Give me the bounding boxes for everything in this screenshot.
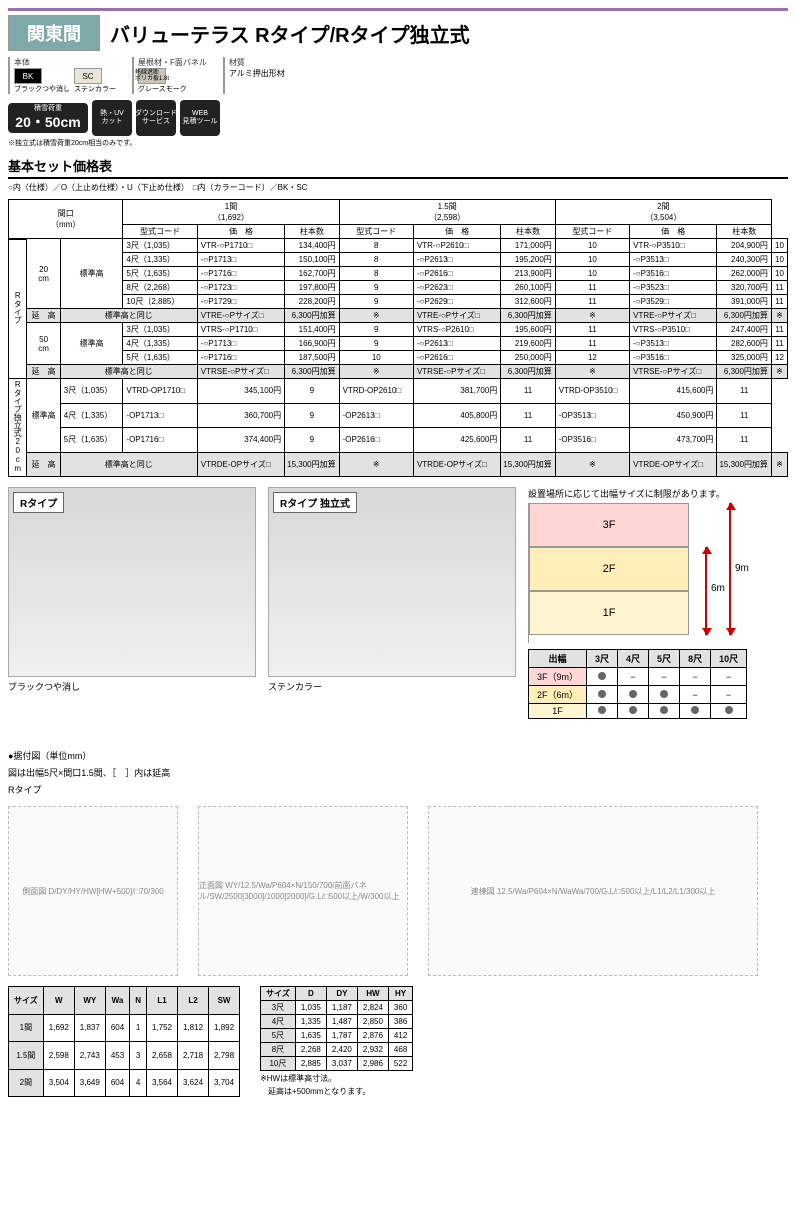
icon-bar: 積雪荷重 20・50cm 熱・UV カット ダウンロード サービス WEB 見積… — [8, 100, 788, 136]
material-value: アルミ押出形材 — [229, 68, 285, 79]
web-tool-icon: WEB 見積ツール — [180, 100, 220, 136]
spec-bar: 本体 BKブラックつや消し SCステンカラー 屋根材・F面パネル 熱線遮断 ポリ… — [8, 57, 788, 94]
photo2-caption: ステンカラー — [268, 680, 516, 693]
photo-rtype: Rタイプ — [8, 487, 256, 677]
material-label: 材質 — [229, 57, 285, 68]
uv-icon: 熱・UV カット — [92, 100, 132, 136]
dim-9m-icon — [729, 503, 731, 635]
floor-diagram: 3F 2F 1F 9m 6m — [528, 503, 788, 643]
hw-note2: 延高は+500mmとなります。 — [260, 1086, 413, 1097]
download-icon: ダウンロード サービス — [136, 100, 176, 136]
product-title: バリューテラス Rタイプ/Rタイプ独立式 — [110, 19, 470, 48]
price-subtitle: ○内（仕様）／O（上止め仕様）・U（下止め仕様） □内（カラーコード）／BK・S… — [8, 182, 788, 193]
size-table-a: サイズWWYWaNL1L2SW1間1,6921,83760411,7521,81… — [8, 986, 240, 1097]
dims-title: ●据付図（単位mm） — [8, 749, 788, 762]
swatch-bk: BK — [14, 68, 42, 84]
header: 関東間 バリューテラス Rタイプ/Rタイプ独立式 — [8, 15, 788, 51]
swatch-gs: 熱線遮断 ポリカ板1.8t — [138, 68, 166, 84]
price-title: 基本セット価格表 — [8, 156, 788, 179]
dim-6m-icon — [705, 547, 707, 635]
dims-sublabel: Rタイプ — [8, 783, 788, 796]
body-label: 本体 — [14, 57, 116, 68]
size-table-b: サイズDDYHWHY3尺1,0351,1872,8243604尺1,3351,4… — [260, 986, 413, 1071]
dims-note: 図は出幅5尺×間口1.5間、［ ］内は延高 — [8, 766, 788, 779]
panel-label: 屋根材・F面パネル — [138, 57, 207, 68]
region-badge: 関東間 — [8, 15, 100, 51]
swatch-sc: SC — [74, 68, 102, 84]
dimension-drawing-side: 側面図 D/DY/HY/HW[HW+500]/□70/300 — [8, 806, 178, 976]
restriction-title: 設置場所に応じて出幅サイズに制限があります。 — [528, 487, 788, 500]
price-table: 間口 （mm）1間（1,692）1.5間（2,598）2間（3,504）型式コー… — [8, 199, 788, 477]
load-note: ※独立式は積雪荷重20cm相当のみです。 — [8, 138, 788, 148]
hw-note1: ※HWは標準高寸法。 — [260, 1073, 413, 1084]
load-icon: 積雪荷重 20・50cm — [8, 103, 88, 132]
restriction-table: 出幅3尺4尺5尺8尺10尺3F（9m）−−−−2F（6m）−−1F — [528, 649, 747, 719]
dimension-drawing-front: 正面図 WY/12.5/Wa/P604×N/150/700/前面パネル/SW/2… — [198, 806, 408, 976]
dimension-drawing-multi: 連棟図 12.5/Wa/P604×N/WaWa/700/G.L/□500以上/L… — [428, 806, 758, 976]
photo-rtype-standalone: Rタイプ 独立式 — [268, 487, 516, 677]
photo1-caption: ブラックつや消し — [8, 680, 256, 693]
